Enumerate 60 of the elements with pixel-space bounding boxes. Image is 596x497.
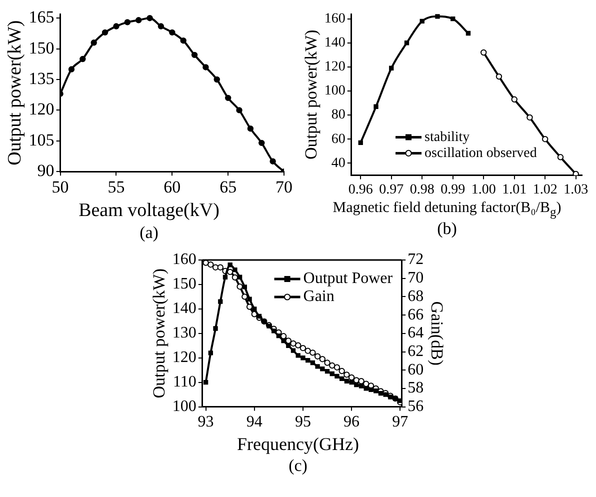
x-tick-label: 97	[392, 414, 408, 431]
x-tick-label: 1.03	[564, 182, 588, 198]
x-axis-title: Beam voltage(kV)	[78, 200, 220, 222]
y-tick-label: 160	[172, 251, 196, 268]
y-tick-label: 90	[37, 161, 54, 180]
y-tick-label: 165	[28, 8, 54, 27]
y-tick-label: 100	[172, 398, 196, 416]
text: (a)	[138, 223, 160, 243]
text: (c)	[288, 456, 308, 476]
x-tick-label: 0.98	[410, 182, 434, 198]
legend-label: Output Power	[303, 270, 394, 288]
y2-tick-label: 62	[408, 342, 424, 360]
legend-label: stability	[424, 130, 470, 145]
y-tick-label: 160	[324, 11, 346, 26]
y-tick-label: 100	[324, 84, 346, 99]
y2-tick-label: 58	[408, 380, 424, 397]
x-tick-label: 70	[276, 177, 292, 196]
y2-tick-label: 60	[408, 361, 424, 378]
y2-tick-label: 70	[408, 270, 424, 287]
x-tick-label: 55	[108, 177, 125, 196]
y-tick-label: 140	[172, 300, 196, 318]
x-tick-label: 0.96	[348, 182, 373, 198]
y2-tick-label: 64	[408, 324, 424, 342]
x-tick-label: 94	[246, 414, 262, 431]
x-tick-label: 0.99	[440, 182, 466, 198]
legend-label: oscillation observed	[424, 146, 537, 161]
y-axis-title: Output power(kW)	[302, 30, 321, 160]
x-tick-label: 1.00	[471, 182, 496, 198]
x-tick-label: 1.01	[502, 182, 527, 198]
y-tick-label: 110	[172, 374, 196, 391]
y2-tick-label: 68	[408, 288, 424, 305]
y2-axis-title: Gain(dB)	[427, 301, 446, 366]
x-axis-title: Frequency(GHz)	[236, 434, 360, 455]
x-tick-label: 96	[344, 414, 360, 431]
x-tick-label: 65	[220, 177, 237, 196]
y-axis-title: Output power(kW)	[4, 20, 26, 166]
legend-label: Gain	[303, 288, 334, 306]
x-tick-label: 95	[294, 414, 311, 431]
y-tick-label: 140	[324, 36, 346, 51]
y-tick-label: 120	[324, 60, 346, 75]
text: (b)	[436, 219, 458, 239]
x-tick-label: 1.02	[532, 182, 558, 198]
y-tick-label: 130	[172, 324, 196, 342]
x-axis-title: Magnetic field detuning factor(B₀/B$_{g}$)	[332, 200, 562, 220]
y-tick-label: 80	[331, 108, 346, 123]
y2-tick-label: 66	[408, 306, 424, 324]
x-tick-label: 50	[52, 177, 69, 196]
y-tick-label: 120	[172, 349, 196, 366]
y-tick-label: 40	[331, 156, 346, 171]
x-tick-label: 0.97	[379, 182, 404, 198]
y-tick-label: 60	[331, 132, 346, 147]
y-tick-label: 150	[172, 276, 196, 293]
y-tick-label: 105	[28, 130, 54, 150]
y-tick-label: 135	[28, 68, 54, 88]
x-tick-label: 93	[198, 414, 214, 431]
y2-tick-label: 56	[408, 398, 424, 416]
y-axis-title: Output power(kW)	[150, 268, 169, 398]
y2-tick-label: 72	[408, 251, 424, 268]
y-tick-label: 150	[28, 38, 54, 58]
y-tick-label: 120	[28, 100, 54, 119]
